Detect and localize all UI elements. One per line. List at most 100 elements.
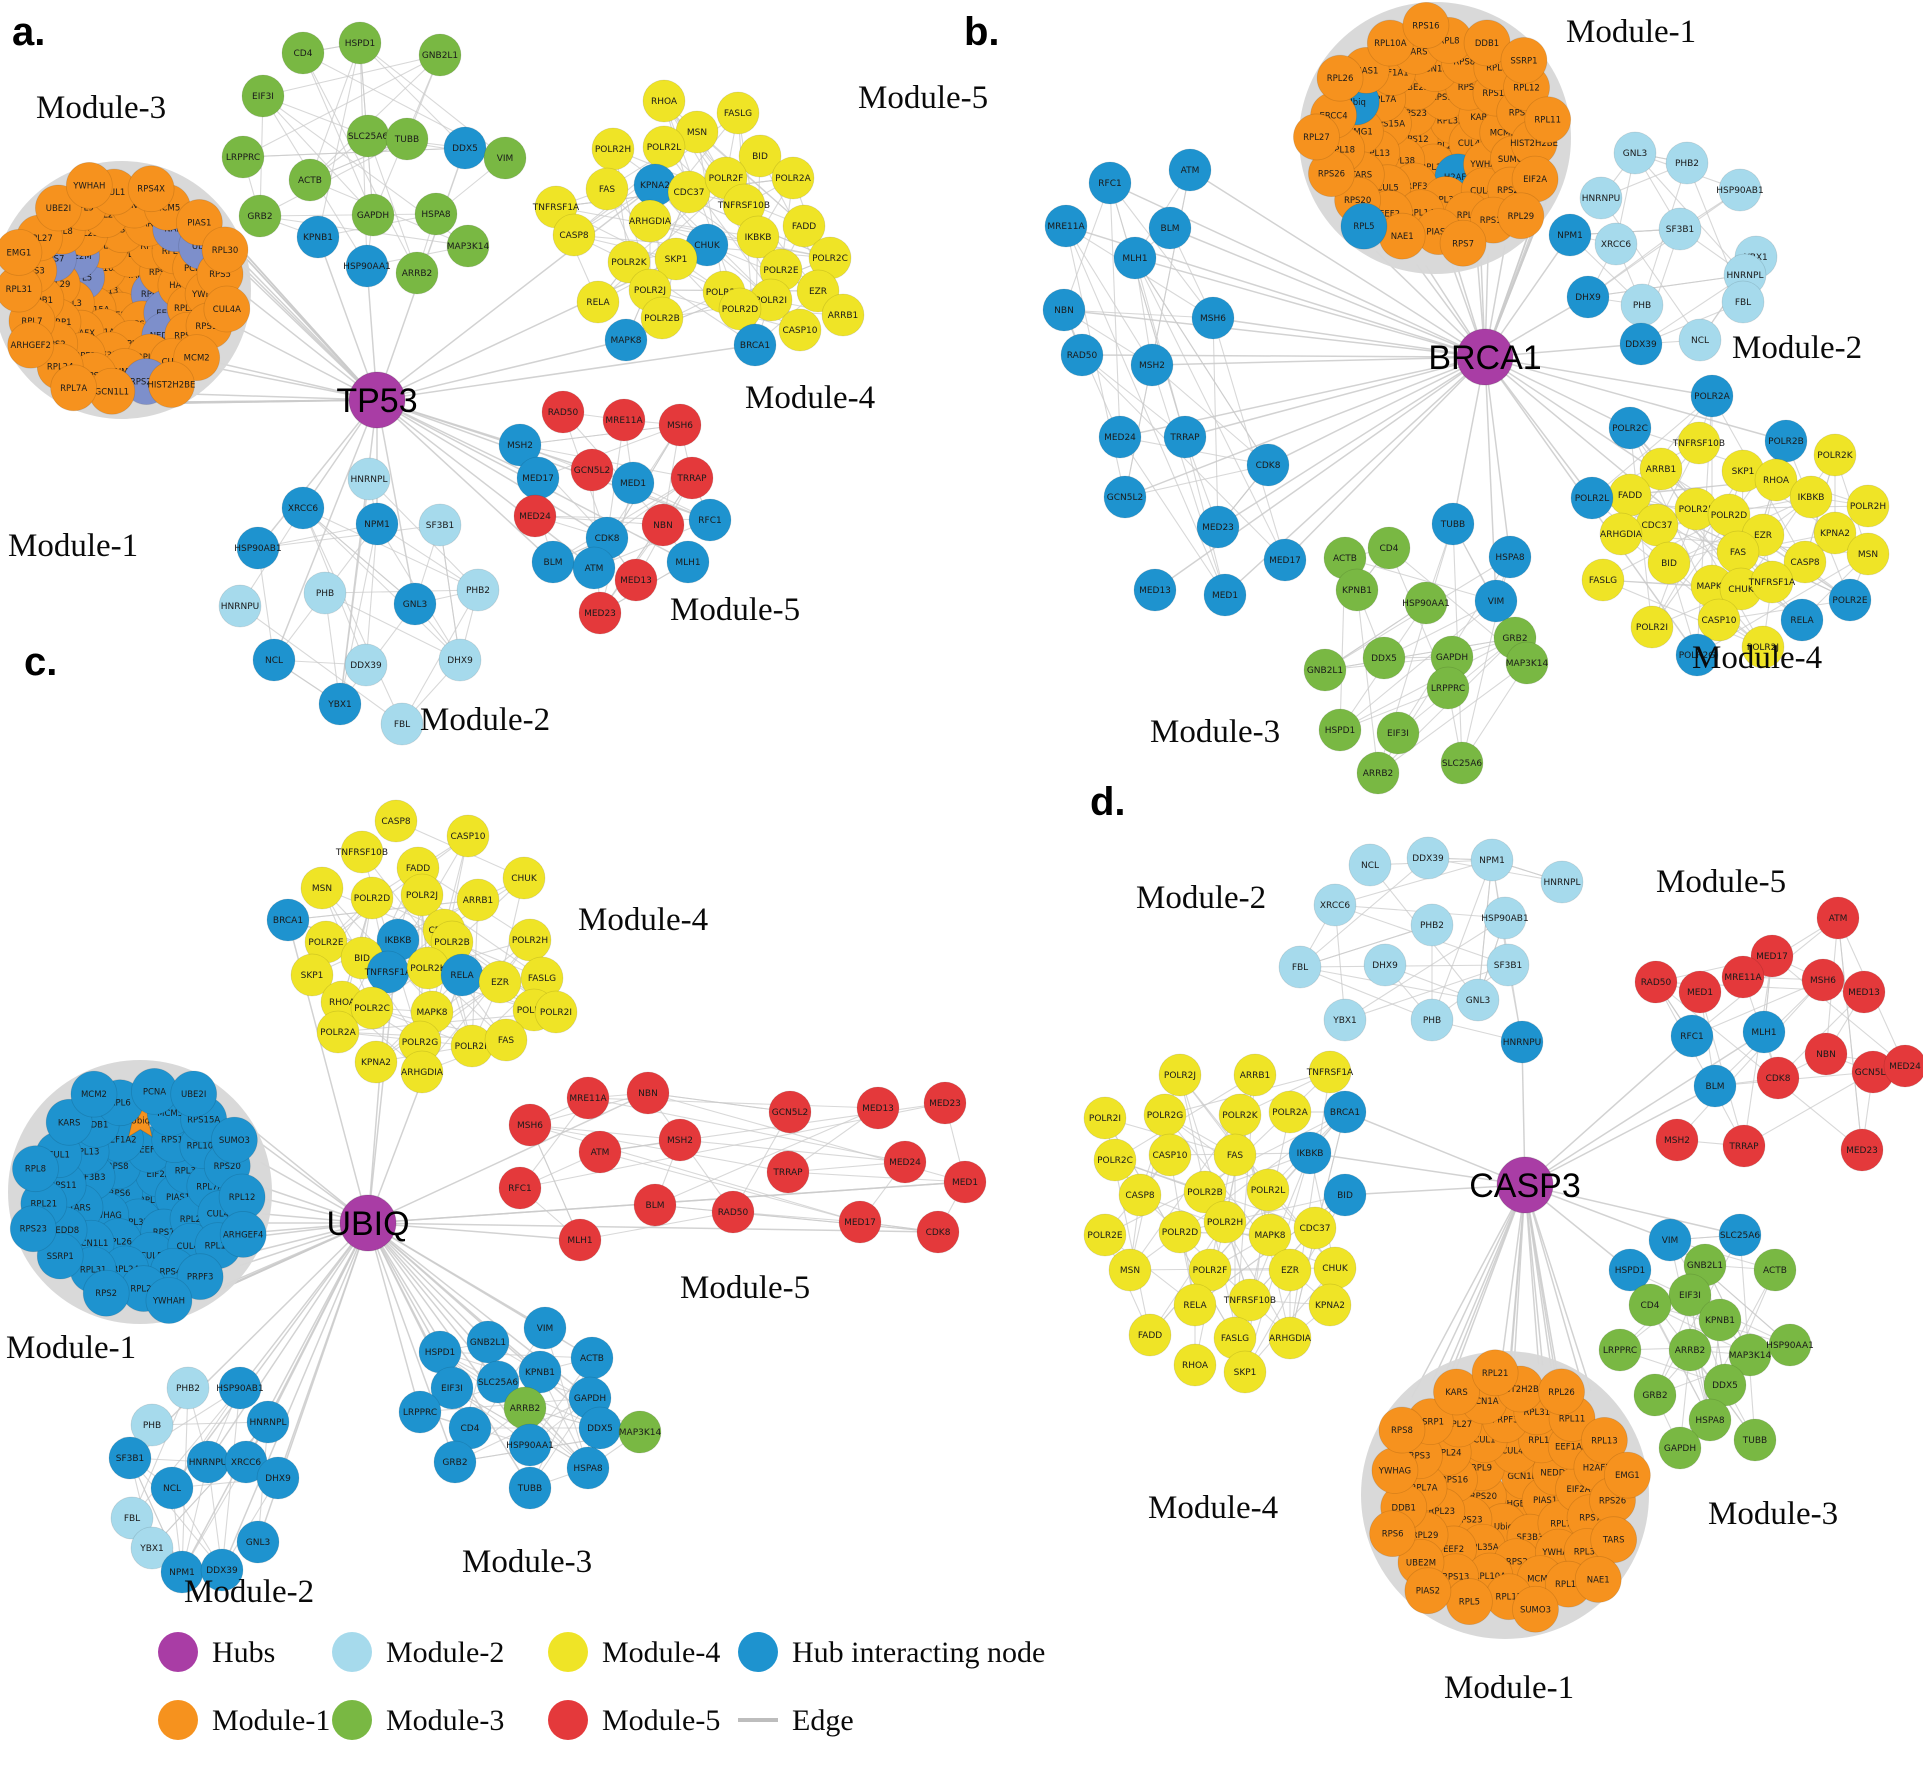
node-MRE11A: MRE11A bbox=[1044, 204, 1088, 248]
node-POLR2A: POLR2A bbox=[771, 156, 815, 200]
node-MSH6: MSH6 bbox=[1801, 958, 1845, 1002]
node-MED17: MED17 bbox=[1263, 538, 1307, 582]
node-circle bbox=[418, 503, 462, 547]
node-FAS: FAS bbox=[484, 1018, 528, 1062]
node-circle bbox=[456, 878, 500, 922]
module-caption-b-module-1: Module-1 bbox=[1566, 14, 1696, 50]
node-ACTB: ACTB bbox=[1753, 1248, 1797, 1292]
node-circle bbox=[916, 1210, 960, 1254]
node-circle bbox=[288, 158, 332, 202]
node-circle bbox=[65, 162, 113, 209]
node-circle bbox=[1655, 1118, 1699, 1162]
legend-color-swatch bbox=[332, 1632, 372, 1672]
node-HSP90AA1: HSP90AA1 bbox=[343, 244, 391, 288]
edge bbox=[241, 269, 378, 401]
node-RPL21: RPL21 bbox=[1471, 1349, 1519, 1397]
legend-color-swatch bbox=[158, 1700, 198, 1740]
edge bbox=[1484, 356, 1593, 499]
node-circle bbox=[1246, 1168, 1290, 1212]
edge bbox=[1524, 1184, 1558, 1371]
node-circle bbox=[236, 526, 280, 570]
node-circle bbox=[667, 170, 711, 214]
node-VIM: VIM bbox=[1648, 1218, 1692, 1262]
node-HSP90AB1: HSP90AB1 bbox=[234, 526, 282, 570]
edge bbox=[302, 507, 479, 591]
node-circle bbox=[508, 1423, 552, 1467]
node-circle bbox=[1768, 1323, 1812, 1367]
edge bbox=[1691, 917, 1839, 1037]
node-circle bbox=[1741, 625, 1785, 669]
edge bbox=[1151, 364, 1226, 596]
node-ARHGEF4: ARHGEF4 bbox=[219, 1211, 267, 1258]
edge bbox=[376, 399, 416, 605]
node-MSH6: MSH6 bbox=[658, 403, 702, 447]
node-circle bbox=[1570, 476, 1614, 520]
legend: Hubs Module-2 Module-4 Hub interacting node… bbox=[158, 1632, 1045, 1740]
node-HSP90AB1: HSP90AB1 bbox=[1481, 896, 1529, 940]
node-circle bbox=[1323, 1090, 1367, 1134]
node-circle bbox=[1828, 578, 1872, 622]
node-PHB: PHB bbox=[1410, 998, 1454, 1042]
node-circle bbox=[1628, 1283, 1672, 1327]
node-circle bbox=[614, 558, 658, 602]
node-ATM: ATM bbox=[1816, 896, 1860, 940]
edge bbox=[1484, 356, 1713, 397]
node-NBN: NBN bbox=[626, 1071, 670, 1115]
edge bbox=[1151, 356, 1486, 366]
node-circle bbox=[374, 799, 418, 843]
node-circle bbox=[1203, 1200, 1247, 1244]
node-BID: BID bbox=[1647, 541, 1691, 585]
node-HNRNPU: HNRNPU bbox=[1500, 1020, 1544, 1064]
node-MSH2: MSH2 bbox=[658, 1118, 702, 1162]
edge bbox=[259, 213, 437, 217]
node-KPNA2: KPNA2 bbox=[354, 1040, 398, 1084]
node-MRE11A: MRE11A bbox=[566, 1076, 610, 1120]
edge bbox=[1154, 356, 1486, 591]
node-circle bbox=[1313, 1246, 1357, 1290]
edge bbox=[1431, 1184, 1526, 1382]
edge bbox=[1655, 981, 1745, 1147]
legend-label: Module-5 bbox=[602, 1704, 720, 1737]
node-circle bbox=[1483, 896, 1527, 940]
node-circle bbox=[1213, 1133, 1257, 1177]
node-FAS: FAS bbox=[1716, 530, 1760, 574]
node-RPL26: RPL26 bbox=[1538, 1368, 1585, 1416]
node-circle bbox=[350, 986, 394, 1030]
legend-color-swatch bbox=[158, 1632, 198, 1672]
node-MED24: MED24 bbox=[1098, 415, 1142, 459]
legend-label: Edge bbox=[792, 1704, 854, 1737]
node-circle bbox=[502, 856, 546, 900]
edge bbox=[1184, 356, 1486, 438]
node-circle bbox=[446, 814, 490, 858]
node-circle bbox=[476, 1360, 520, 1404]
node-circle bbox=[400, 873, 444, 917]
node-circle bbox=[1634, 960, 1678, 1004]
node-circle bbox=[1362, 636, 1406, 680]
node-LRPPRC: LRPPRC bbox=[1598, 1328, 1642, 1372]
module-caption-b-module-3: Module-3 bbox=[1150, 714, 1280, 750]
node-circle bbox=[1340, 202, 1388, 250]
node-circle bbox=[498, 423, 542, 467]
node-circle bbox=[1716, 530, 1760, 574]
node-circle bbox=[219, 1211, 267, 1258]
node-circle bbox=[883, 1140, 927, 1184]
node-circle bbox=[1648, 1218, 1692, 1262]
node-ARHGDIA: ARHGDIA bbox=[400, 1050, 444, 1094]
node-circle bbox=[1246, 443, 1290, 487]
edge bbox=[131, 1387, 241, 1519]
node-CDK8: CDK8 bbox=[916, 1210, 960, 1254]
legend-label: Module-1 bbox=[212, 1704, 330, 1737]
edge bbox=[421, 939, 531, 1073]
node-FAS: FAS bbox=[585, 167, 629, 211]
node-NCL: NCL bbox=[1348, 843, 1392, 887]
node-GNL3: GNL3 bbox=[393, 582, 437, 626]
node-MED1: MED1 bbox=[611, 461, 655, 505]
node-circle bbox=[186, 1440, 230, 1484]
edge bbox=[1149, 1221, 1226, 1336]
node-POLR2K: POLR2K bbox=[1813, 433, 1857, 477]
labels-layer-b: Module-5 Module-1 Module-2 Module-4 Module-3 bbox=[858, 14, 1862, 750]
node-CD4: CD4 bbox=[281, 31, 325, 75]
node-circle bbox=[1456, 978, 1500, 1022]
edge bbox=[1134, 257, 1269, 466]
node-circle bbox=[355, 502, 399, 546]
